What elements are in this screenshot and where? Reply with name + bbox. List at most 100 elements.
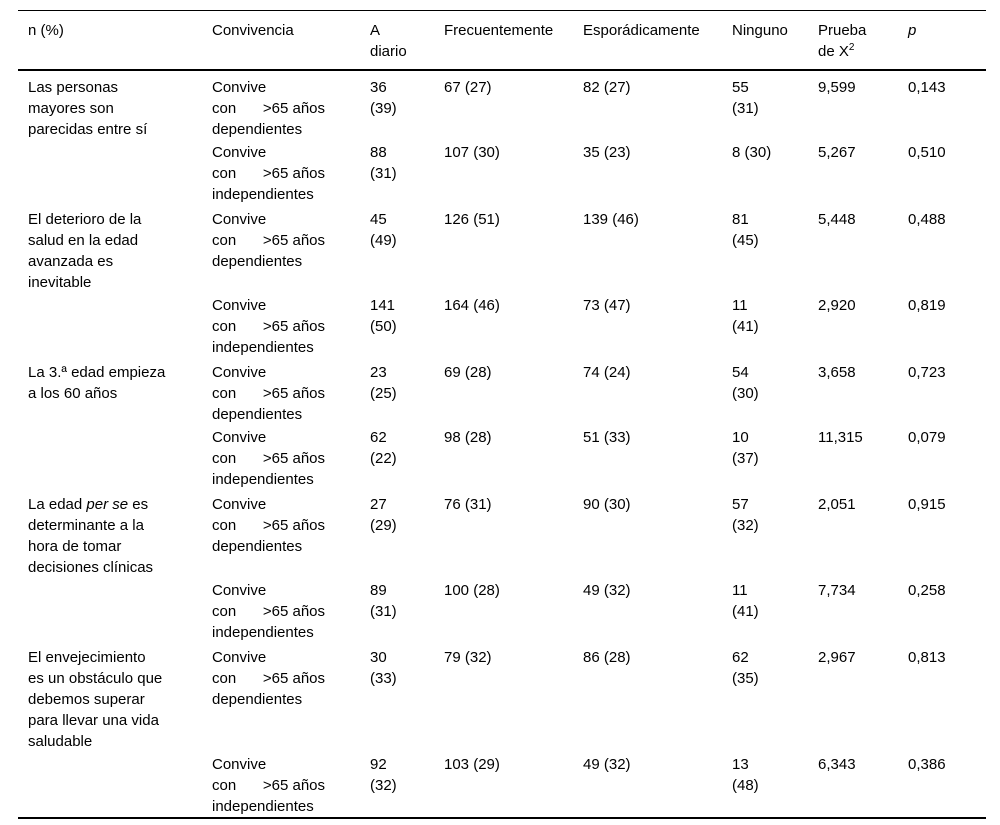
convivencia-line2-right: >65 años xyxy=(262,318,325,335)
convivencia-cell: Convive con >65 años independientes xyxy=(202,140,360,205)
table-row: La 3.ª edad empieza a los 60 años Convive… xyxy=(18,358,986,425)
value-cell-a-diario: 23 (25) xyxy=(370,364,397,402)
convivencia-line1: Convive xyxy=(212,429,267,446)
convivencia-line2: con >65 años xyxy=(212,230,325,251)
prueba-line2: de X xyxy=(818,43,849,60)
statistics-table: n (%) Convivencia A diario Frecuentement… xyxy=(18,10,986,819)
table-row: Convive con >65 años independientes 92 (32) 1… xyxy=(18,752,986,818)
value-cell-prueba-x2: 3,658 xyxy=(818,364,856,381)
convivencia-text: Convive con >65 años independientes xyxy=(212,754,325,817)
statement-segment: La edad xyxy=(28,496,87,513)
value-cell-frecuentemente: 164 (46) xyxy=(444,297,500,314)
statement-segment: es determinante a la hora de tomar decis… xyxy=(28,496,154,576)
convivencia-line1: Convive xyxy=(212,496,267,513)
convivencia-cell: Convive con >65 años independientes xyxy=(202,752,360,818)
value-cell-a-diario: 30 (33) xyxy=(370,649,397,687)
statement-text: La edad per se es determinante a la hora… xyxy=(28,494,194,578)
value-cell-a-diario: 89 (31) xyxy=(370,582,397,620)
statement-segment: El envejecimiento es un obstáculo que de… xyxy=(28,649,163,750)
statement-cell: La 3.ª edad empieza a los 60 años xyxy=(18,358,202,425)
statement-italic-segment: per se xyxy=(86,496,129,513)
value-cell-ninguno: 62 (35) xyxy=(732,649,759,687)
value-cell-ninguno: 54 (30) xyxy=(732,364,759,402)
convivencia-line2-left: con xyxy=(212,517,237,534)
convivencia-line2: con >65 años xyxy=(212,668,325,689)
statement-segment: El deterioro de la salud en la edad avan… xyxy=(28,211,142,291)
convivencia-line2: con >65 años xyxy=(212,98,325,119)
convivencia-text: Convive con >65 años dependientes xyxy=(212,362,325,425)
value-cell-esporadicamente: 51 (33) xyxy=(583,429,631,446)
convivencia-line2: con >65 años xyxy=(212,316,325,337)
convivencia-cell: Convive con >65 años independientes xyxy=(202,578,360,643)
table-row: Convive con >65 años independientes 62 (22) 9… xyxy=(18,425,986,490)
convivencia-line2: con >65 años xyxy=(212,163,325,184)
value-cell-p: 0,386 xyxy=(908,756,946,773)
convivencia-text: Convive con >65 años independientes xyxy=(212,295,325,358)
table-row: Convive con >65 años independientes 88 (31) 1… xyxy=(18,140,986,205)
convivencia-line3: independientes xyxy=(212,471,314,488)
convivencia-line2-left: con xyxy=(212,603,237,620)
value-cell-p: 0,488 xyxy=(908,211,946,228)
convivencia-line2-right: >65 años xyxy=(262,777,325,794)
value-cell-frecuentemente: 107 (30) xyxy=(444,144,500,161)
convivencia-cell: Convive con >65 años independientes xyxy=(202,293,360,358)
convivencia-text: Convive con >65 años independientes xyxy=(212,580,325,643)
convivencia-text: Convive con >65 años dependientes xyxy=(212,209,325,272)
value-cell-ninguno: 55 (31) xyxy=(732,79,759,117)
convivencia-cell: Convive con >65 años independientes xyxy=(202,425,360,490)
table-row: El envejecimiento es un obstáculo que de… xyxy=(18,643,986,752)
value-cell-p: 0,510 xyxy=(908,144,946,161)
col-header-esporadicamente: Esporádicamente xyxy=(573,10,722,71)
value-cell-esporadicamente: 74 (24) xyxy=(583,364,631,381)
convivencia-text: Convive con >65 años dependientes xyxy=(212,77,325,140)
value-cell-prueba-x2: 11,315 xyxy=(818,429,863,446)
value-cell-prueba-x2: 5,448 xyxy=(818,211,856,228)
convivencia-line3: dependientes xyxy=(212,538,303,555)
convivencia-cell: Convive con >65 años dependientes xyxy=(202,70,360,140)
value-cell-p: 0,819 xyxy=(908,297,946,314)
convivencia-line2-left: con xyxy=(212,232,237,249)
convivencia-line1: Convive xyxy=(212,79,267,96)
convivencia-text: Convive con >65 años dependientes xyxy=(212,494,325,557)
statement-cell xyxy=(18,293,202,358)
convivencia-line1: Convive xyxy=(212,297,267,314)
value-cell-p: 0,915 xyxy=(908,496,946,513)
value-cell-frecuentemente: 76 (31) xyxy=(444,496,492,513)
value-cell-a-diario: 88 (31) xyxy=(370,144,397,182)
header-row: n (%) Convivencia A diario Frecuentement… xyxy=(18,10,986,71)
convivencia-line2: con >65 años xyxy=(212,383,325,404)
convivencia-line2-left: con xyxy=(212,670,237,687)
value-cell-p: 0,258 xyxy=(908,582,946,599)
value-cell-frecuentemente: 100 (28) xyxy=(444,582,500,599)
value-cell-ninguno: 57 (32) xyxy=(732,496,759,534)
value-cell-frecuentemente: 98 (28) xyxy=(444,429,492,446)
convivencia-line3: dependientes xyxy=(212,691,303,708)
convivencia-line2: con >65 años xyxy=(212,448,325,469)
value-cell-prueba-x2: 7,734 xyxy=(818,582,856,599)
convivencia-line3: independientes xyxy=(212,186,314,203)
convivencia-line2: con >65 años xyxy=(212,515,325,536)
statement-text: Las personas mayores son parecidas entre… xyxy=(28,77,194,140)
convivencia-line1: Convive xyxy=(212,144,267,161)
col-header-prueba-x2: Prueba de X2 xyxy=(808,10,898,71)
convivencia-line1: Convive xyxy=(212,582,267,599)
col-header-ninguno: Ninguno xyxy=(722,10,808,71)
convivencia-line2-left: con xyxy=(212,450,237,467)
convivencia-line2-left: con xyxy=(212,318,237,335)
value-cell-esporadicamente: 73 (47) xyxy=(583,297,631,314)
col-header-convivencia: Convivencia xyxy=(202,10,360,71)
value-cell-p: 0,079 xyxy=(908,429,946,446)
value-cell-p: 0,813 xyxy=(908,649,946,666)
convivencia-line2-right: >65 años xyxy=(262,603,325,620)
statement-cell: Las personas mayores son parecidas entre… xyxy=(18,70,202,140)
value-cell-esporadicamente: 49 (32) xyxy=(583,756,631,773)
convivencia-line2-left: con xyxy=(212,777,237,794)
value-cell-prueba-x2: 2,051 xyxy=(818,496,856,513)
value-cell-frecuentemente: 67 (27) xyxy=(444,79,492,96)
value-cell-p: 0,143 xyxy=(908,79,946,96)
convivencia-line2-right: >65 años xyxy=(262,165,325,182)
convivencia-line3: independientes xyxy=(212,339,314,356)
convivencia-cell: Convive con >65 años dependientes xyxy=(202,358,360,425)
statement-text: El envejecimiento es un obstáculo que de… xyxy=(28,647,194,752)
